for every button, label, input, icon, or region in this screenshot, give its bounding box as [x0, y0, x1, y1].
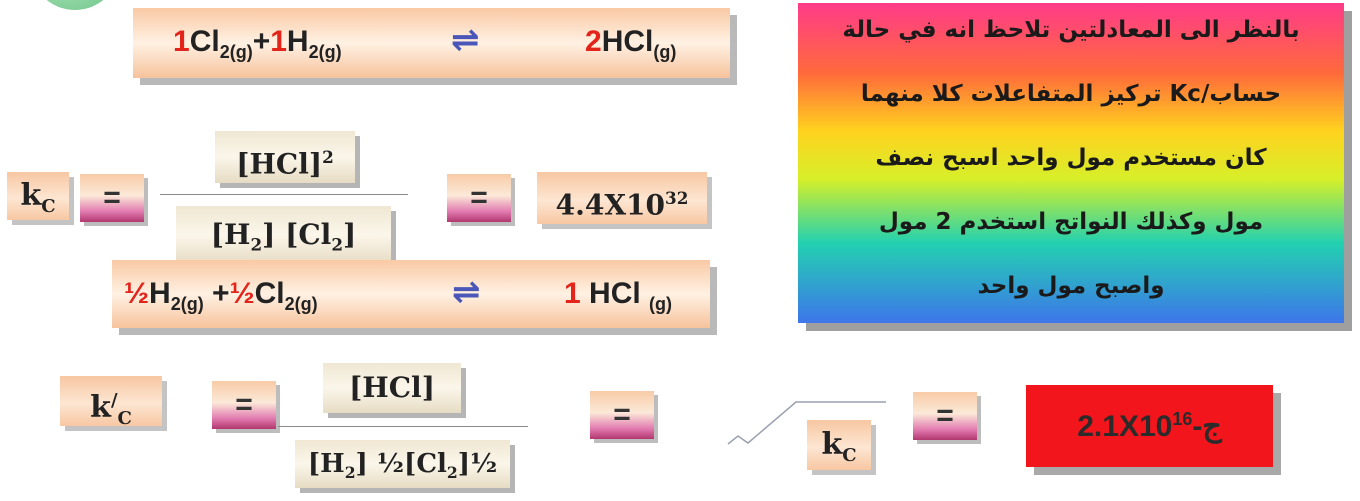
equation-2-box: ½H2(g) +½Cl2(g) ⇌ 1 HCl (g) — [112, 260, 710, 328]
kc-prime-numerator: [HCl] — [323, 363, 461, 413]
kc-prime-equals-3: = — [913, 392, 977, 440]
equation-2-reactants: ½H2(g) +½Cl2(g) — [124, 277, 318, 314]
note-line-4: مول وكذلك النواتج استخدم 2 مول — [878, 209, 1264, 235]
note-line-5: واصبح مول واحد — [977, 273, 1165, 299]
equilibrium-arrow-icon: ⇌ — [452, 272, 481, 312]
answer-value: 2.1X1016-ج — [1077, 408, 1222, 443]
kc-label: kC — [7, 172, 69, 220]
note-line-3: كان مستخدم مول واحد اسبح نصف — [875, 145, 1267, 171]
kc-denominator: [H2] [Cl2] — [176, 206, 391, 264]
kc-prime-denominator: [H2] ½[Cl2]½ — [295, 440, 510, 488]
equilibrium-arrow-icon: ⇌ — [451, 20, 480, 60]
kc-prime-equals-1: = — [212, 381, 276, 429]
kc-equals-2: = — [447, 174, 511, 222]
kc-numerator: [HCl]2 — [215, 131, 355, 183]
answer-box: 2.1X1016-ج — [1026, 385, 1273, 467]
kc-fraction-line — [160, 194, 408, 195]
equation-2-product: 1 HCl (g) — [564, 277, 673, 314]
kc-equals-1: = — [80, 174, 144, 222]
decorative-circle — [30, 0, 120, 10]
square-root-icon — [727, 401, 886, 445]
equation-1-product: 2HCl(g) — [585, 25, 677, 62]
kc-prime-equals-2: = — [590, 391, 654, 439]
arabic-note-box: بالنظر الى المعادلتين تلاحظ انه في حالة … — [798, 3, 1344, 323]
kc-prime-fraction-line — [278, 426, 528, 427]
kc-under-root: kC — [807, 420, 871, 470]
note-line-2: حساب/Kc تركيز المتفاعلات كلا منهما — [860, 81, 1282, 107]
kc-prime-label: k/C — [60, 376, 162, 429]
kc-value: 4.4X1032 — [537, 172, 707, 224]
equation-1-reactants: 1Cl2(g)+1H2(g) — [173, 25, 342, 62]
note-line-1: بالنظر الى المعادلتين تلاحظ انه في حالة — [842, 17, 1300, 43]
equation-1-box: 1Cl2(g)+1H2(g) ⇌ 2HCl(g) — [133, 8, 730, 78]
